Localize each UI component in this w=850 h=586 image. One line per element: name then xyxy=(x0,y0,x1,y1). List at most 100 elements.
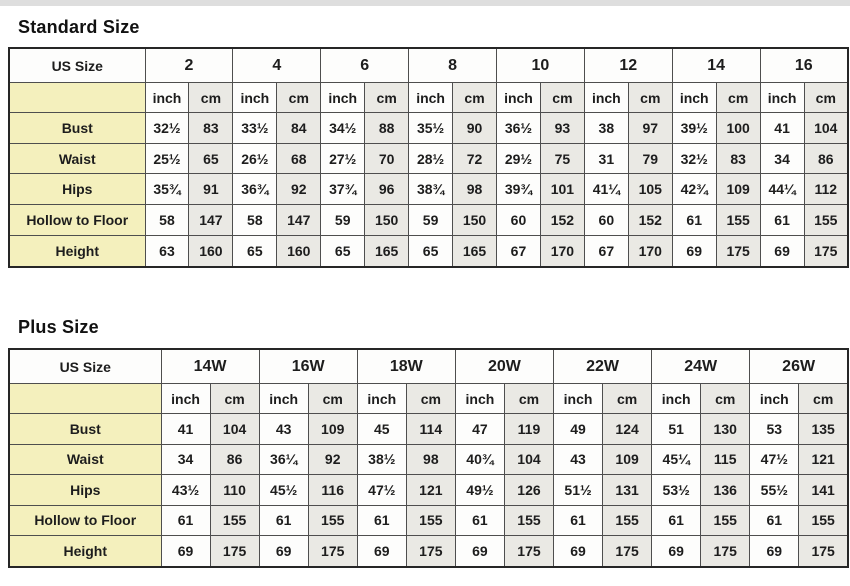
size-column-header: 18W xyxy=(356,348,456,384)
measurement-cell: 175 xyxy=(715,234,761,268)
measurement-cell: 69 xyxy=(552,535,604,568)
measurement-cell: 69 xyxy=(356,535,407,568)
size-column-header: 22W xyxy=(552,348,653,384)
unit-header-cm: cm xyxy=(209,383,260,414)
measurement-cell: 49½ xyxy=(454,474,505,506)
measurement-cell: 36½ xyxy=(496,112,541,144)
measurement-cell: 119 xyxy=(503,413,555,445)
measurement-cell: 109 xyxy=(307,413,358,445)
measurement-cell: 131 xyxy=(602,474,653,506)
measurement-cell: 67 xyxy=(496,234,541,268)
measurement-cell: 61 xyxy=(759,204,805,236)
size-column-header: 14W xyxy=(160,348,260,384)
measurement-cell: 60 xyxy=(583,204,629,236)
unit-header-cm: cm xyxy=(307,383,358,414)
measurement-cell: 147 xyxy=(188,204,234,236)
measurement-cell: 42¾ xyxy=(671,173,717,206)
measurement-cell: 104 xyxy=(803,112,849,144)
measurement-cell: 40¾ xyxy=(454,443,505,476)
measurement-cell: 61 xyxy=(356,504,407,537)
measurement-cell: 104 xyxy=(503,443,555,476)
measurement-cell: 34 xyxy=(160,443,211,476)
measurement-cell: 65 xyxy=(188,142,234,175)
table-row: Hollow to Floor 61 155 61 155 61 155 61 155 61 155… xyxy=(8,504,849,537)
measurement-cell: 112 xyxy=(803,173,849,206)
measurement-cell: 86 xyxy=(209,443,260,476)
measurement-cell: 155 xyxy=(503,504,555,537)
measurement-cell: 155 xyxy=(700,504,751,537)
measurement-cell: 41 xyxy=(759,112,805,144)
measurement-cell: 45 xyxy=(356,413,407,445)
measurement-cell: 69 xyxy=(160,535,211,568)
table-row: Waist 25½ 65 26½ 68 27½ 70 28½ 72 29½ 75 31 79 32½ 83 3… xyxy=(8,142,849,175)
plus-size-title: Plus Size xyxy=(18,317,99,337)
measurement-cell: 67 xyxy=(583,234,629,268)
measurement-cell: 136 xyxy=(700,474,751,506)
unit-header-inch: inch xyxy=(144,82,190,113)
measurement-cell: 86 xyxy=(803,142,849,175)
table-row: Hollow to Floor 58 147 58 147 59 150 59 150 60 152… xyxy=(8,204,849,236)
measurement-cell: 58 xyxy=(232,204,278,236)
measurement-cell: 35¾ xyxy=(144,173,190,206)
measurement-cell: 68 xyxy=(276,142,322,175)
measurement-cell: 51 xyxy=(651,413,702,445)
table-row: Height 63 160 65 160 65 165 65 165 67 170 67 170 69 17… xyxy=(8,234,849,268)
corner-spacer-cell xyxy=(8,82,146,113)
measurement-cell: 43 xyxy=(258,413,309,445)
measurement-cell: 97 xyxy=(627,112,673,144)
measurement-cell: 34½ xyxy=(320,112,366,144)
unit-header-cm: cm xyxy=(503,383,555,414)
measurement-cell: 150 xyxy=(364,204,410,236)
measurement-cell: 61 xyxy=(454,504,505,537)
unit-header-cm: cm xyxy=(602,383,653,414)
unit-header-inch: inch xyxy=(552,383,604,414)
measurement-row-label: Bust xyxy=(8,413,162,445)
measurement-cell: 150 xyxy=(452,204,497,236)
measurement-cell: 61 xyxy=(749,504,800,537)
measurement-cell: 49 xyxy=(552,413,604,445)
measurement-cell: 59 xyxy=(320,204,366,236)
us-size-corner-label: US Size xyxy=(8,348,162,384)
measurement-cell: 116 xyxy=(307,474,358,506)
corner-spacer-cell xyxy=(8,383,162,414)
measurement-cell: 27½ xyxy=(320,142,366,175)
size-column-header: 10 xyxy=(496,47,585,83)
unit-header-cm: cm xyxy=(627,82,673,113)
measurement-cell: 32½ xyxy=(144,112,190,144)
measurement-cell: 152 xyxy=(539,204,585,236)
size-column-header: 24W xyxy=(651,348,751,384)
measurement-cell: 109 xyxy=(715,173,761,206)
measurement-cell: 51½ xyxy=(552,474,604,506)
measurement-cell: 53½ xyxy=(651,474,702,506)
measurement-row-label: Waist xyxy=(8,142,146,175)
unit-header-cm: cm xyxy=(700,383,751,414)
top-border-strip xyxy=(0,0,850,6)
measurement-cell: 175 xyxy=(798,535,849,568)
measurement-cell: 35½ xyxy=(408,112,454,144)
unit-header-inch: inch xyxy=(408,82,454,113)
unit-header-inch: inch xyxy=(232,82,278,113)
measurement-cell: 84 xyxy=(276,112,322,144)
measurement-cell: 155 xyxy=(803,204,849,236)
table-row: Hips 35¾ 91 36¾ 92 37¾ 96 38¾ 98 39¾ 101 41¼ 105 42¾ 1… xyxy=(8,173,849,206)
unit-header-inch: inch xyxy=(759,82,805,113)
unit-header-cm: cm xyxy=(364,82,410,113)
measurement-cell: 175 xyxy=(803,234,849,268)
measurement-cell: 105 xyxy=(627,173,673,206)
measurement-cell: 124 xyxy=(602,413,653,445)
measurement-cell: 90 xyxy=(452,112,497,144)
measurement-row-label: Height xyxy=(8,234,146,268)
unit-header-cm: cm xyxy=(539,82,585,113)
measurement-row-label: Hollow to Floor xyxy=(8,504,162,537)
unit-header-cm: cm xyxy=(405,383,456,414)
unit-header-inch: inch xyxy=(320,82,366,113)
measurement-row-label: Bust xyxy=(8,112,146,144)
measurement-cell: 165 xyxy=(452,234,497,268)
measurement-cell: 83 xyxy=(715,142,761,175)
measurement-cell: 121 xyxy=(405,474,456,506)
measurement-cell: 44¼ xyxy=(759,173,805,206)
unit-header-cm: cm xyxy=(715,82,761,113)
measurement-cell: 92 xyxy=(307,443,358,476)
measurement-cell: 61 xyxy=(258,504,309,537)
measurement-cell: 53 xyxy=(749,413,800,445)
